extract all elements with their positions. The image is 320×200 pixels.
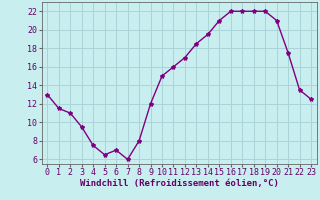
X-axis label: Windchill (Refroidissement éolien,°C): Windchill (Refroidissement éolien,°C) <box>80 179 279 188</box>
